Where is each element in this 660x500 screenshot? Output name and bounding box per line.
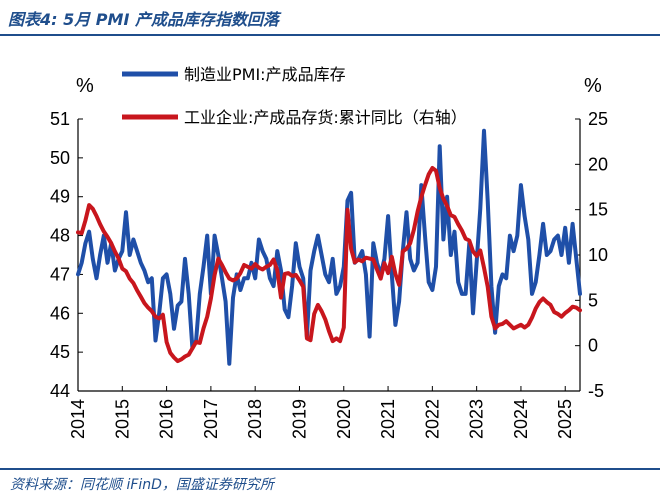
x-tick-label: 2017 bbox=[201, 399, 221, 439]
left-tick-label: 46 bbox=[50, 303, 70, 323]
x-tick-label: 2019 bbox=[289, 399, 309, 439]
series-layer bbox=[76, 128, 582, 366]
x-tick-label: 2023 bbox=[467, 399, 487, 439]
figure-title: 图表4: 5月 PMI 产成品库存指数回落 bbox=[8, 10, 279, 29]
series-line-pmi bbox=[76, 128, 582, 366]
x-tick-label: 2015 bbox=[112, 399, 132, 439]
right-tick-label: 0 bbox=[588, 336, 598, 356]
right-tick-label: 20 bbox=[588, 154, 608, 174]
x-tick-label: 2014 bbox=[68, 399, 88, 439]
right-tick-label: 25 bbox=[588, 109, 608, 129]
source-rule bbox=[0, 468, 660, 470]
x-tick-label: 2020 bbox=[334, 399, 354, 439]
x-tick-label: 2018 bbox=[245, 399, 265, 439]
x-tick-label: 2021 bbox=[378, 399, 398, 439]
source-note: 资料来源：同花顺 iFinD，国盛证券研究所 bbox=[10, 477, 274, 493]
left-tick-label: 51 bbox=[50, 109, 70, 129]
x-tick-label: 2025 bbox=[555, 399, 575, 439]
legend: 制造业PMI:产成品库存 工业企业:产成品存货:累计同比（右轴） bbox=[122, 65, 467, 127]
left-tick-label: 45 bbox=[50, 342, 70, 362]
legend-label-pmi: 制造业PMI:产成品库存 bbox=[184, 65, 346, 84]
title-rule bbox=[0, 34, 660, 36]
left-tick-label: 47 bbox=[50, 264, 70, 284]
x-tick-label: 2016 bbox=[157, 399, 177, 439]
right-unit-label: % bbox=[584, 75, 602, 97]
right-tick-label: 5 bbox=[588, 290, 598, 310]
left-tick-label: 44 bbox=[50, 381, 70, 401]
right-tick-label: 10 bbox=[588, 245, 608, 265]
x-tick-label: 2024 bbox=[511, 399, 531, 439]
right-tick-label: 15 bbox=[588, 200, 608, 220]
left-tick-label: 48 bbox=[50, 226, 70, 246]
left-tick-label: 50 bbox=[50, 148, 70, 168]
left-tick-label: 49 bbox=[50, 187, 70, 207]
x-tick-label: 2022 bbox=[422, 399, 442, 439]
right-tick-label: -5 bbox=[588, 381, 604, 401]
legend-label-inventory: 工业企业:产成品存货:累计同比（右轴） bbox=[184, 108, 467, 127]
left-unit-label: % bbox=[76, 75, 94, 97]
series-line-inventory bbox=[76, 166, 582, 364]
